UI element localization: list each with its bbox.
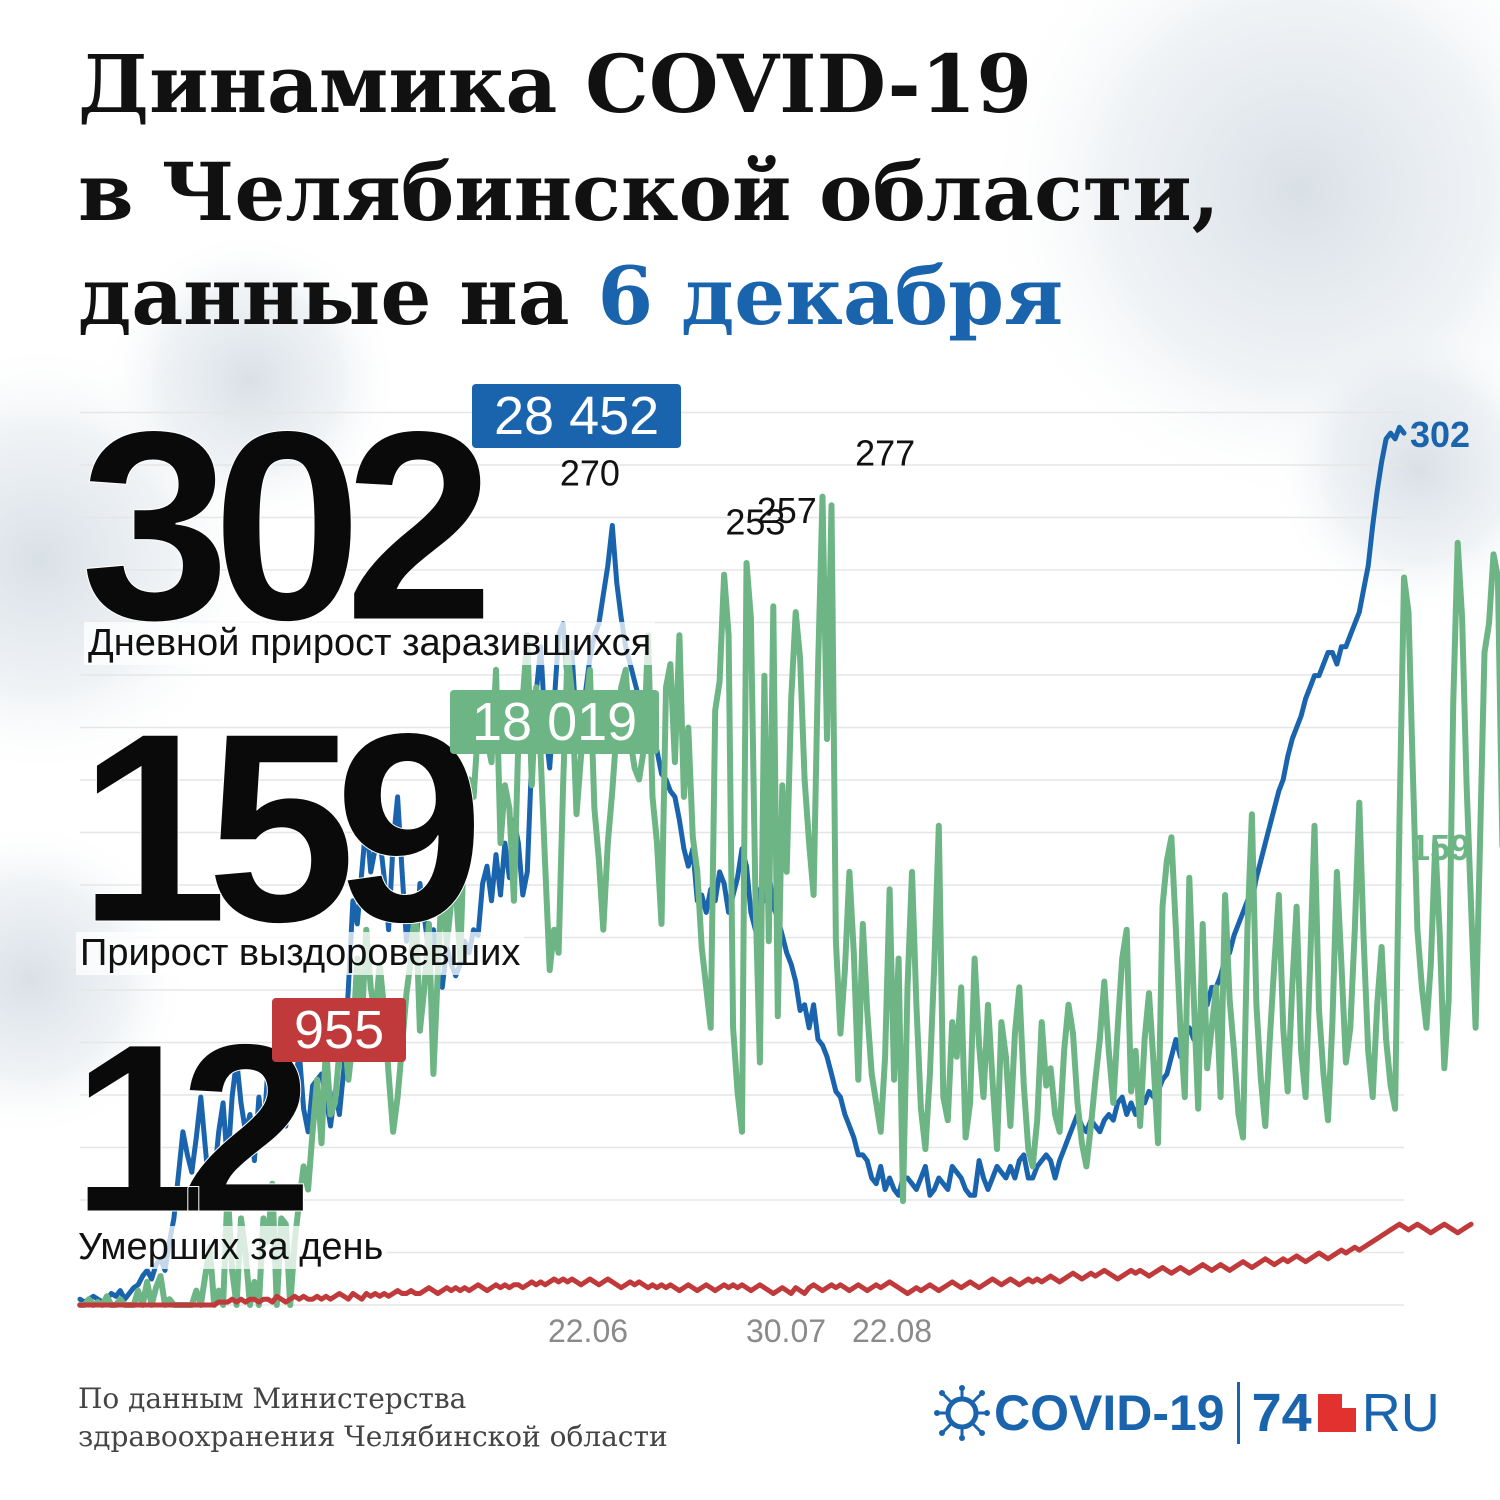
daily-recovered-label: Прирост выздоровевших: [76, 932, 525, 975]
logo-covid-text: COVID-19: [994, 1385, 1225, 1441]
total-deaths-badge: 955: [272, 998, 407, 1062]
end-label-cases: 302: [1410, 414, 1470, 455]
logo-separator: [1236, 1382, 1240, 1444]
chart-series-layer: [77, 424, 1500, 1308]
virus-icon: [934, 1385, 990, 1441]
peak-label: 277: [855, 432, 915, 473]
title-line-3: данные на 6 декабря: [78, 256, 1063, 336]
logo-ru-text: RU: [1361, 1383, 1440, 1443]
total-recovered-badge: 18 019: [450, 690, 660, 754]
daily-deaths-value: 12: [72, 994, 314, 1262]
x-tick-label: 22.06: [548, 1313, 628, 1349]
daily-deaths-label: Умерших за день: [74, 1226, 388, 1269]
title-date-prefix: данные на: [78, 249, 598, 343]
x-tick-label: 30.07: [746, 1313, 826, 1349]
peak-label: 270: [560, 452, 620, 493]
logo-red-square: [1317, 1394, 1356, 1432]
daily-recovered-value: 159: [77, 678, 485, 979]
title-date-accent: 6 декабря: [597, 249, 1064, 343]
title-line-1: Динамика COVID-19: [78, 37, 1032, 131]
total-cases-badge: 28 452: [472, 384, 682, 448]
title-line-2: в Челябинской области,: [78, 145, 1220, 239]
source-note: По данным Министерства здравоохранения Че…: [78, 1382, 668, 1453]
logo-74-text: 74: [1251, 1383, 1312, 1443]
end-label-recovered: 159: [1410, 827, 1470, 868]
daily-cases-label: Дневной прирост заразившихся: [84, 622, 656, 665]
daily-cases-value: 302: [79, 376, 495, 677]
series-line-recovered: [77, 493, 1500, 1308]
covid19-74ru-logo[interactable]: COVID-19 74 RU: [934, 1378, 1440, 1448]
peak-label: 257: [757, 490, 817, 531]
series-line-deaths: [77, 1221, 1474, 1308]
peak-label: 253: [725, 502, 785, 543]
x-tick-label: 22.08: [852, 1313, 932, 1349]
